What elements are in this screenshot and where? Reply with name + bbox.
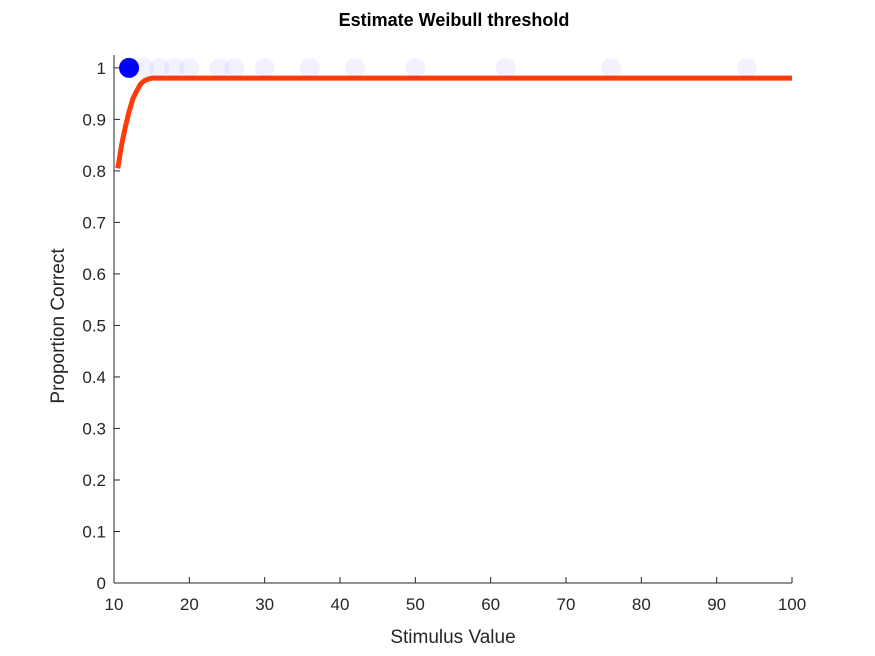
x-tick-label: 30	[255, 595, 274, 614]
plot-area	[115, 57, 792, 169]
y-tick-label: 0.1	[82, 522, 106, 541]
y-tick-label: 0.3	[82, 419, 106, 438]
y-ticks: 0 0.1 0.2 0.3 0.4 0.5 0.6 0.7 0.8 0.9 1	[82, 59, 120, 593]
x-tick-label: 100	[778, 595, 806, 614]
data-point	[345, 57, 366, 78]
data-point	[134, 57, 155, 78]
weibull-fit-line	[115, 75, 792, 169]
data-point	[224, 57, 245, 78]
data-point	[405, 57, 426, 78]
y-tick-label: 0.2	[82, 471, 106, 490]
points-layer	[119, 57, 757, 78]
axes: 10 20 30 40 50 60 70 80 90 100 0 0.1 0.2 0.3 0.4 0.5 0.…	[82, 55, 806, 614]
y-tick-label: 0.6	[82, 265, 106, 284]
data-point	[164, 57, 185, 78]
chart-title: Estimate Weibull threshold	[339, 10, 570, 30]
x-tick-label: 20	[180, 595, 199, 614]
y-tick-label: 0	[97, 574, 106, 593]
fit-curve-layer	[115, 75, 792, 169]
y-tick-label: 0.8	[82, 162, 106, 181]
data-point	[209, 57, 230, 78]
x-tick-label: 50	[406, 595, 425, 614]
x-axis-label: Stimulus Value	[390, 627, 515, 648]
y-tick-label: 0.5	[82, 316, 106, 335]
x-tick-label: 40	[331, 595, 350, 614]
data-point	[179, 57, 200, 78]
data-point	[601, 57, 622, 78]
y-tick-label: 0.7	[82, 213, 106, 232]
x-ticks: 10 20 30 40 50 60 70 80 90 100	[105, 577, 806, 614]
highlight-data-point	[119, 57, 140, 78]
y-tick-label: 0.4	[82, 368, 106, 387]
x-tick-label: 10	[105, 595, 124, 614]
x-tick-label: 70	[557, 595, 576, 614]
data-point	[149, 57, 170, 78]
x-tick-label: 90	[707, 595, 726, 614]
x-tick-label: 60	[481, 595, 500, 614]
y-tick-label: 1	[97, 59, 106, 78]
y-axis-label: Proportion Correct	[48, 248, 69, 404]
y-tick-label: 0.9	[82, 110, 106, 129]
data-point	[299, 57, 320, 78]
data-point	[254, 57, 275, 78]
x-tick-label: 80	[632, 595, 651, 614]
data-point	[495, 57, 516, 78]
data-point	[736, 57, 757, 78]
